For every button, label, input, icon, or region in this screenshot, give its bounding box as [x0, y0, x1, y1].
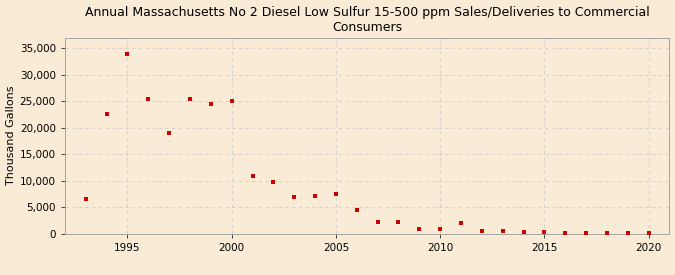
Point [101, 112, 112, 117]
Y-axis label: Thousand Gallons: Thousand Gallons [5, 86, 16, 185]
Point [143, 96, 154, 101]
Point [497, 229, 508, 233]
Point [164, 131, 175, 135]
Point [601, 231, 612, 235]
Point [289, 194, 300, 199]
Point [580, 231, 591, 235]
Point [331, 192, 342, 196]
Point [477, 229, 487, 233]
Point [435, 226, 446, 231]
Point [205, 102, 216, 106]
Point [226, 99, 237, 103]
Point [643, 230, 654, 235]
Point [122, 52, 133, 57]
Point [247, 173, 258, 178]
Point [414, 226, 425, 231]
Point [518, 230, 529, 234]
Point [268, 180, 279, 185]
Point [372, 220, 383, 224]
Point [184, 96, 195, 101]
Point [80, 197, 91, 202]
Point [539, 230, 549, 235]
Point [622, 231, 633, 235]
Point [456, 221, 466, 226]
Point [393, 220, 404, 224]
Point [351, 208, 362, 212]
Title: Annual Massachusetts No 2 Diesel Low Sulfur 15-500 ppm Sales/Deliveries to Comme: Annual Massachusetts No 2 Diesel Low Sul… [85, 6, 649, 34]
Point [560, 231, 570, 235]
Point [310, 194, 321, 198]
